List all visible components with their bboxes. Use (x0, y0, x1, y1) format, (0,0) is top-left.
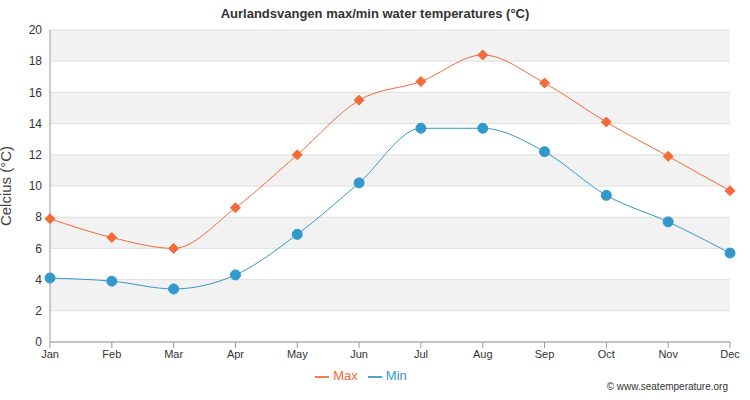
html-text:Aurlandsvangen max/min water t: Aurlandsvangen max/min water temperature… (220, 6, 530, 21)
svg-text:4: 4 (35, 273, 42, 287)
svg-text:Mar: Mar (164, 348, 183, 360)
svg-text:6: 6 (35, 242, 42, 256)
svg-text:0: 0 (35, 335, 42, 349)
svg-text:16: 16 (29, 86, 43, 100)
svg-text:12: 12 (29, 148, 43, 162)
html-text:Max: Max (333, 368, 358, 383)
svg-text:2: 2 (35, 304, 42, 318)
svg-text:Apr: Apr (227, 348, 244, 360)
svg-text:Celcius (°C): Celcius (°C) (8, 146, 14, 226)
svg-text:Aug: Aug (473, 348, 493, 360)
svg-text:8: 8 (35, 210, 42, 224)
svg-text:Feb: Feb (102, 348, 121, 360)
svg-text:10: 10 (29, 179, 43, 193)
svg-text:May: May (287, 348, 308, 360)
html-text:Min: Min (385, 368, 407, 383)
html-text:© www.seatemperature.org: © www.seatemperature.org (606, 381, 728, 392)
svg-text:14: 14 (29, 117, 43, 131)
svg-text:Jan: Jan (41, 348, 59, 360)
svg-text:Dec: Dec (720, 348, 740, 360)
svg-text:Jul: Jul (414, 348, 428, 360)
svg-text:20: 20 (29, 23, 43, 37)
svg-text:Sep: Sep (535, 348, 555, 360)
svg-text:Jun: Jun (350, 348, 368, 360)
svg-text:18: 18 (29, 54, 43, 68)
svg-text:Oct: Oct (598, 348, 615, 360)
svg-text:Nov: Nov (658, 348, 678, 360)
